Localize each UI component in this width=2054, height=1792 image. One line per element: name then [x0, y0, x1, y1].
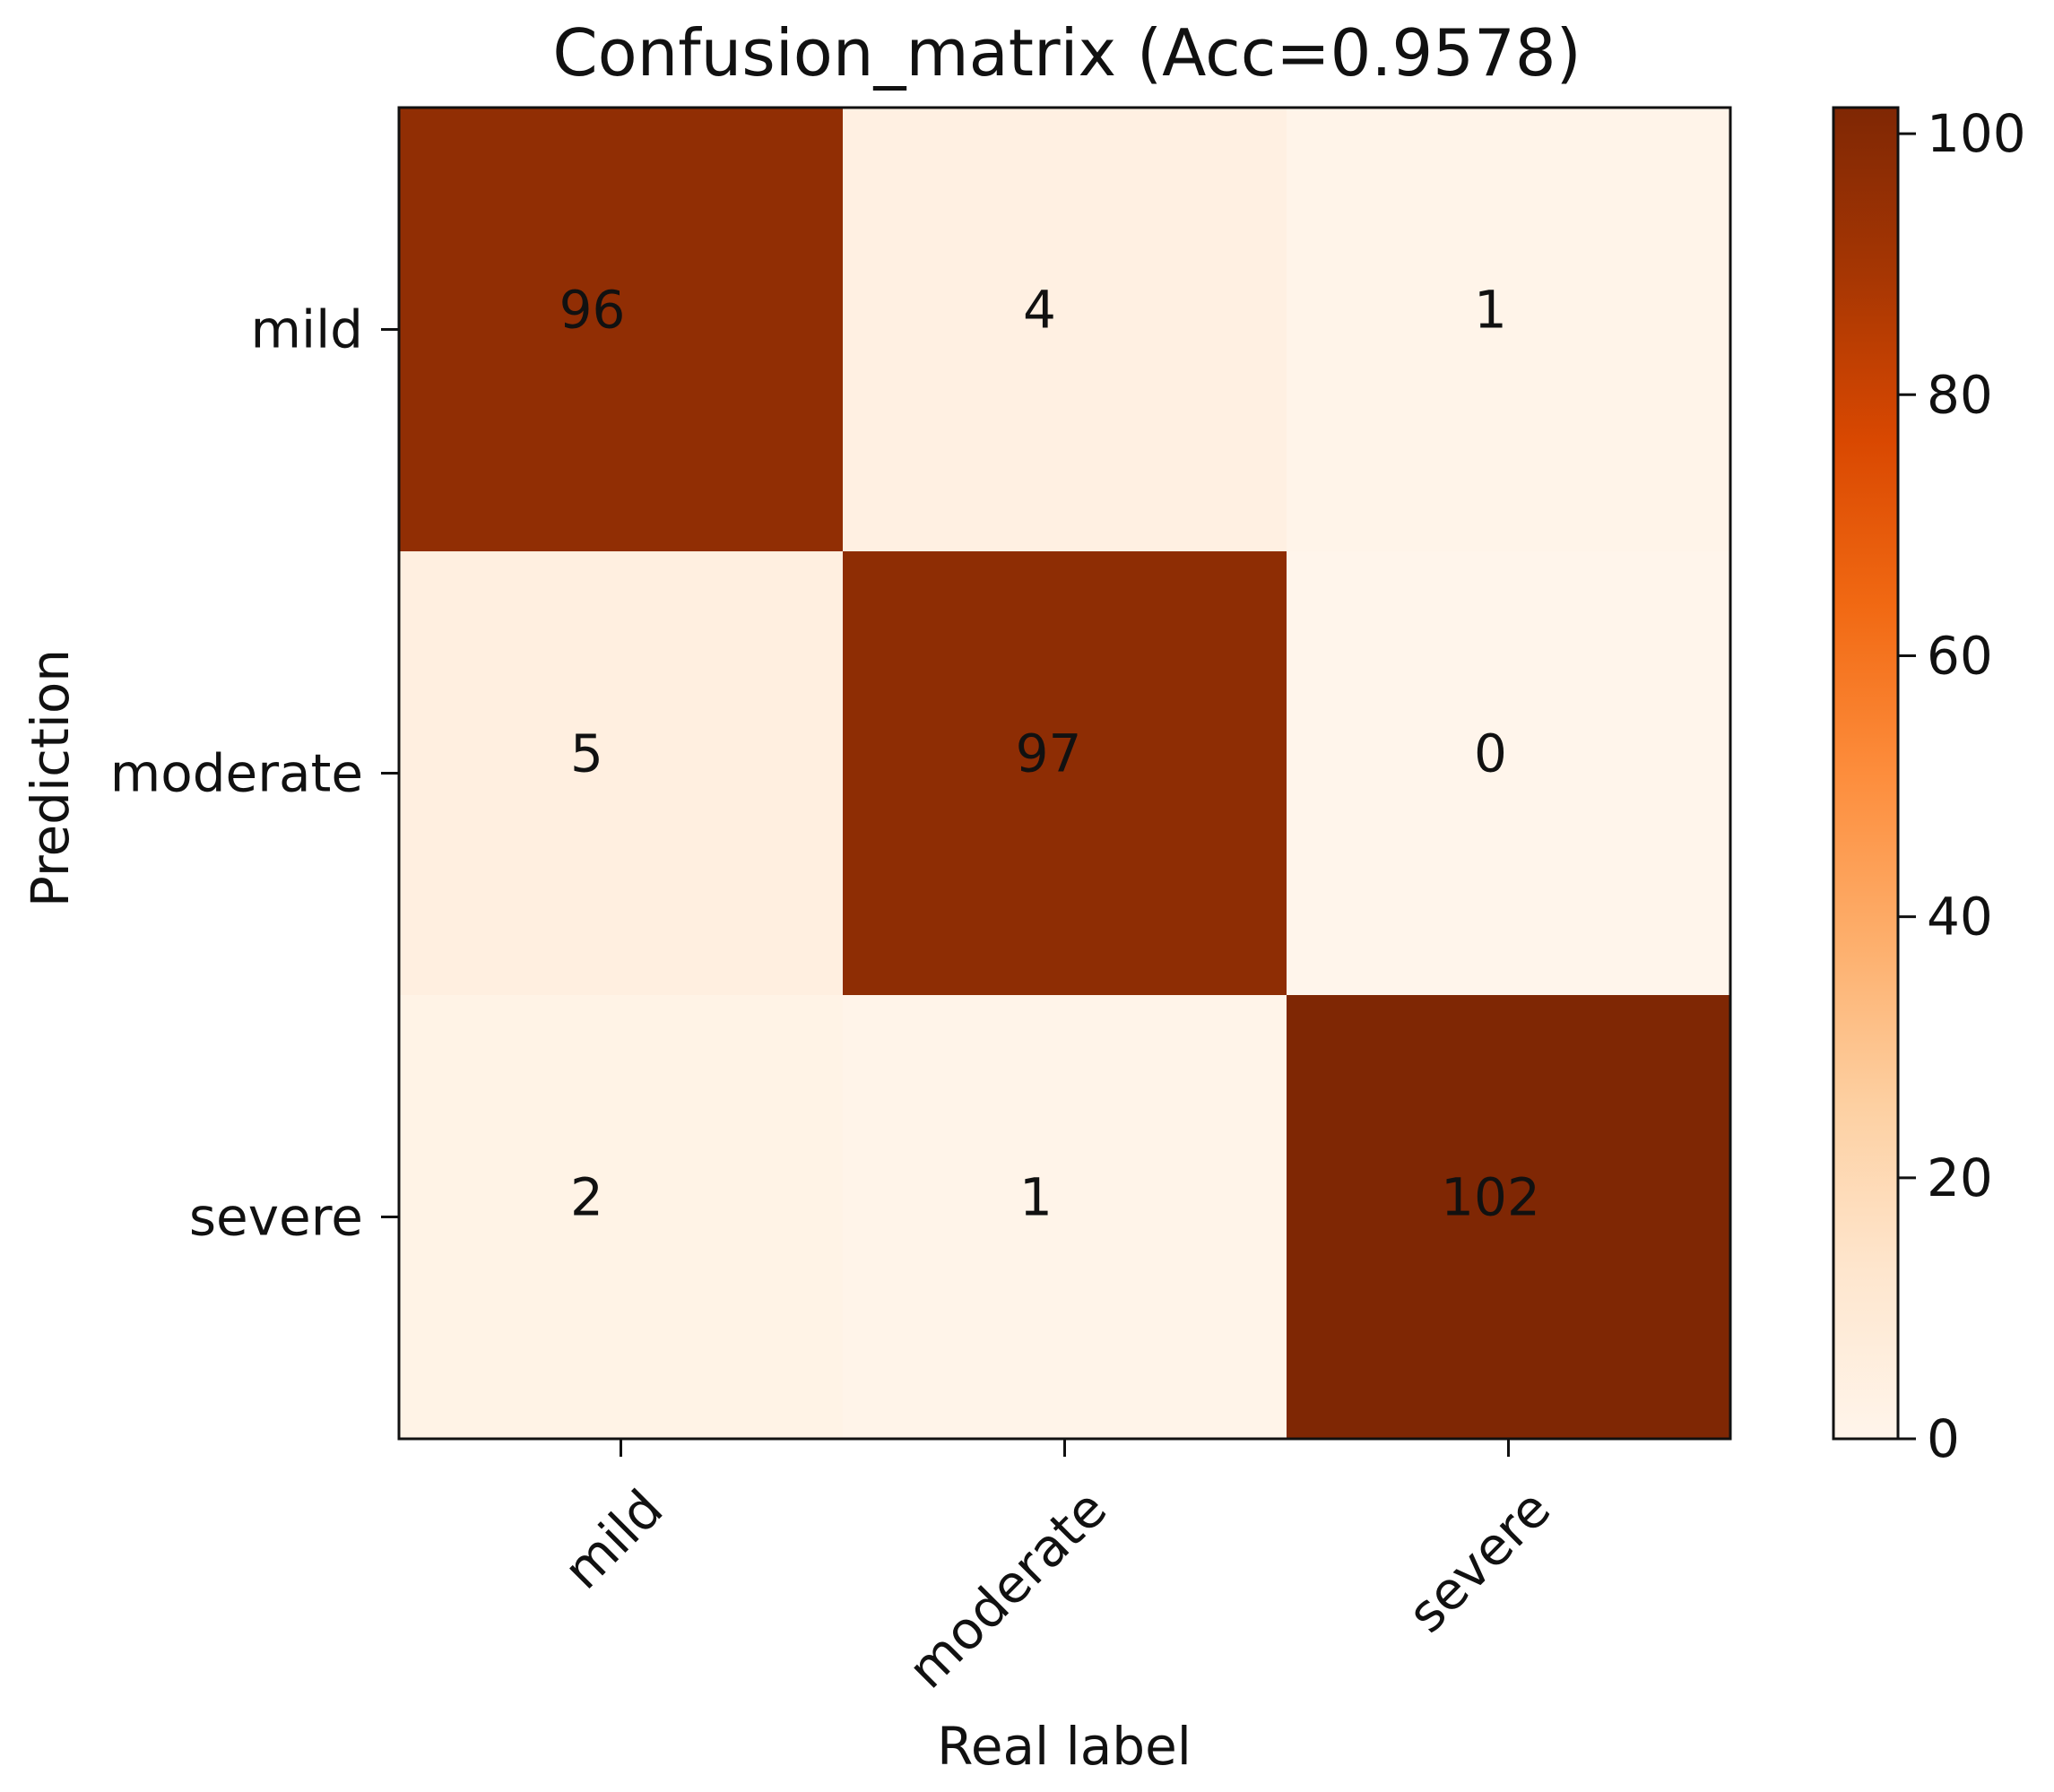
y-axis-label: Prediction: [20, 649, 81, 907]
cell-value-label: 0: [1474, 723, 1507, 784]
y-tick-label: severe: [189, 1187, 363, 1248]
cell-value-label: 1: [1474, 280, 1507, 341]
heatmap-cell: [843, 995, 1287, 1439]
cell-value-label: 102: [1441, 1167, 1540, 1228]
cell-value-label: 4: [1023, 280, 1056, 341]
heatmap-cell: [399, 995, 843, 1439]
heatmap-cell: [843, 551, 1287, 995]
colorbar-tick-label: 20: [1927, 1147, 1993, 1208]
chart-title: Confusion_matrix (Acc=0.9578): [552, 15, 1581, 91]
heatmap-cell: [399, 551, 843, 995]
colorbar-tick-label: 80: [1927, 364, 1993, 425]
cell-value-label: 96: [559, 280, 626, 341]
heatmap-cell: [399, 108, 843, 551]
colorbar-tick-label: 60: [1927, 625, 1993, 686]
y-axis-ticks: mild moderate severe: [110, 299, 399, 1248]
y-tick-label: mild: [250, 299, 363, 360]
heatmap-cell: [1287, 551, 1730, 995]
colorbar-tick-label: 0: [1927, 1408, 1960, 1469]
x-tick-label: severe: [1396, 1478, 1562, 1644]
colorbar-gradient: [1832, 106, 1900, 1441]
x-tick-label: mild: [552, 1478, 675, 1601]
heatmap-cells: 96 4 1 5 97 0 2 1 102: [399, 108, 1730, 1439]
heatmap-cell: [843, 108, 1287, 551]
colorbar-tick-label: 100: [1927, 103, 2026, 164]
heatmap-cell: [1287, 108, 1730, 551]
cell-value-label: 2: [570, 1167, 603, 1228]
y-tick-label: moderate: [110, 743, 363, 804]
cell-value-label: 97: [1016, 723, 1082, 784]
x-tick-label: moderate: [897, 1478, 1119, 1701]
colorbar-tick-label: 40: [1927, 887, 1993, 948]
colorbar: 0 20 40 60 80 100: [1832, 103, 2026, 1469]
cell-value-label: 5: [570, 723, 603, 784]
x-axis-ticks: mild moderate severe: [552, 1439, 1562, 1701]
x-axis-label: Real label: [937, 1716, 1192, 1777]
heatmap-cell: [1287, 995, 1730, 1439]
cell-value-label: 1: [1019, 1167, 1053, 1228]
